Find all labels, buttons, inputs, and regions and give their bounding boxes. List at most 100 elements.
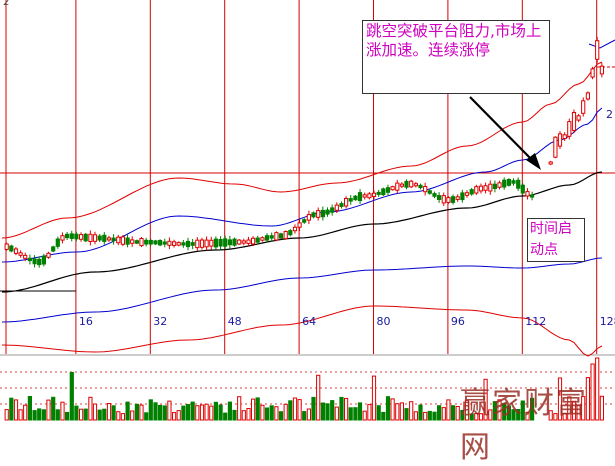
candle-body bbox=[460, 192, 465, 201]
candle-body bbox=[264, 235, 270, 241]
candle-body bbox=[474, 186, 479, 194]
candle-body bbox=[576, 115, 581, 121]
x-tick-label: 64 bbox=[302, 315, 316, 328]
x-tick-label: 48 bbox=[228, 315, 242, 328]
volume-bar bbox=[376, 405, 381, 421]
volume-bar bbox=[18, 409, 23, 421]
volume-bar bbox=[571, 400, 577, 421]
candle-body bbox=[437, 195, 442, 201]
candle-body bbox=[483, 185, 488, 191]
volume-bar bbox=[106, 403, 112, 421]
candle-body bbox=[9, 245, 14, 252]
candle-body bbox=[525, 191, 530, 197]
volume-bar bbox=[516, 409, 521, 421]
candle-body bbox=[562, 134, 567, 140]
volume-bar bbox=[55, 409, 60, 421]
right-edge-label: 2 bbox=[606, 108, 613, 121]
candle-body bbox=[41, 255, 46, 265]
volume-bar bbox=[344, 397, 349, 421]
watermark: 赢家财富网 bbox=[460, 386, 588, 465]
volume-bar bbox=[130, 410, 135, 421]
volume-bar bbox=[260, 404, 265, 421]
volume-bar bbox=[172, 412, 177, 421]
x-axis-ticks: 16 32 48 64 80 96 112 128 bbox=[79, 315, 615, 328]
volume-bar bbox=[460, 409, 465, 421]
candle-body bbox=[306, 214, 311, 221]
volume-bar bbox=[251, 398, 256, 421]
volume-bar bbox=[69, 371, 74, 421]
volume-bar bbox=[13, 399, 19, 421]
volume-bar bbox=[348, 407, 353, 421]
volume-bar bbox=[497, 399, 502, 421]
volume-bar bbox=[204, 403, 209, 421]
volume-bar bbox=[278, 411, 284, 421]
annotation-arrow bbox=[469, 96, 541, 170]
volume-bar bbox=[139, 404, 144, 421]
volume-bar bbox=[423, 411, 428, 421]
volume-bar bbox=[590, 363, 595, 421]
candle-body bbox=[278, 233, 284, 239]
candle-body bbox=[46, 252, 51, 258]
candle-body bbox=[69, 233, 74, 239]
candle-body bbox=[251, 237, 256, 245]
candle-body bbox=[464, 192, 470, 196]
candle-body bbox=[367, 193, 372, 199]
volume-bar bbox=[502, 402, 507, 421]
volume-bar bbox=[432, 411, 437, 421]
annotation-breakout: 跳空突破平台阻力,市场上涨加速。连续涨停 bbox=[362, 20, 550, 94]
candle-body bbox=[325, 209, 330, 215]
volume-bar bbox=[92, 403, 98, 421]
volume-bar bbox=[325, 403, 330, 421]
candle-body bbox=[223, 238, 228, 247]
volume-bar bbox=[97, 409, 102, 421]
candle-body bbox=[502, 179, 507, 188]
volume-bar bbox=[427, 410, 432, 421]
candle-body bbox=[204, 239, 209, 248]
volume-bar bbox=[381, 411, 386, 421]
volume-bar bbox=[511, 409, 516, 421]
volume-bar bbox=[595, 357, 600, 421]
candle-body bbox=[199, 239, 205, 248]
candle-body bbox=[162, 241, 167, 245]
candle-body bbox=[357, 192, 363, 202]
volume-bar bbox=[32, 410, 37, 421]
volume-bar bbox=[158, 404, 163, 421]
volume-bar bbox=[60, 401, 65, 421]
candle-body bbox=[478, 185, 484, 192]
candle-body bbox=[348, 198, 353, 202]
volume-bar bbox=[199, 404, 205, 421]
volume-bar bbox=[176, 410, 181, 421]
volume-bar bbox=[385, 396, 391, 421]
volume-bar bbox=[162, 405, 167, 421]
volume-bar bbox=[237, 396, 242, 421]
volume-bar bbox=[395, 403, 400, 421]
volume-bar bbox=[153, 402, 158, 421]
volume-bar bbox=[371, 375, 377, 421]
candle-body bbox=[353, 195, 358, 201]
volume-bar bbox=[339, 396, 344, 421]
volume-bar bbox=[195, 405, 200, 421]
candle-body bbox=[130, 239, 135, 244]
candle-body bbox=[302, 219, 307, 223]
volume-bar bbox=[483, 378, 488, 421]
candle-body bbox=[283, 231, 288, 240]
x-tick-label: 32 bbox=[153, 315, 167, 328]
candle-body bbox=[571, 112, 577, 131]
mid-band-line bbox=[1, 107, 603, 263]
candle-body bbox=[274, 232, 279, 241]
candle-body bbox=[167, 240, 172, 246]
volume-bar bbox=[530, 397, 535, 421]
volume-bar bbox=[306, 408, 311, 421]
x-tick-label: 112 bbox=[525, 315, 546, 328]
volume-bar bbox=[148, 399, 153, 421]
candle-body bbox=[218, 239, 223, 247]
volume-bar bbox=[320, 402, 325, 421]
candle-body bbox=[330, 207, 335, 213]
candle-body bbox=[320, 209, 325, 218]
volume-bar bbox=[269, 405, 274, 421]
candle-body bbox=[255, 237, 260, 243]
annotation-start-point: 时间启动点 bbox=[527, 218, 585, 262]
volume-bar bbox=[599, 395, 604, 421]
lower-band-line bbox=[1, 305, 603, 357]
candle-body bbox=[185, 240, 191, 248]
